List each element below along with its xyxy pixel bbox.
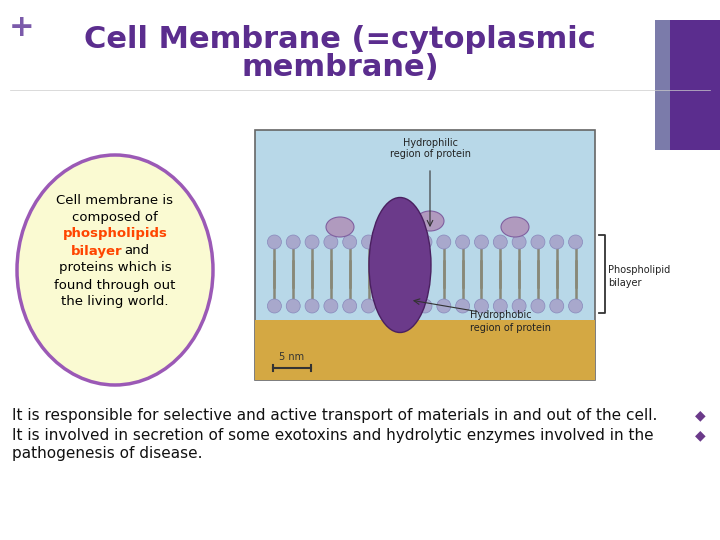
Circle shape — [493, 235, 508, 249]
Bar — [655, 20, 670, 150]
Circle shape — [343, 299, 356, 313]
Ellipse shape — [17, 155, 213, 385]
Ellipse shape — [326, 217, 354, 237]
Circle shape — [456, 299, 469, 313]
Ellipse shape — [501, 217, 529, 237]
Circle shape — [512, 235, 526, 249]
Circle shape — [550, 299, 564, 313]
Text: 5 nm: 5 nm — [279, 352, 305, 362]
Ellipse shape — [369, 198, 431, 333]
Text: membrane): membrane) — [241, 53, 438, 83]
Bar — [255, 130, 595, 380]
Text: Cell Membrane (=cytoplasmic: Cell Membrane (=cytoplasmic — [84, 25, 596, 55]
Circle shape — [287, 299, 300, 313]
Circle shape — [569, 235, 582, 249]
Circle shape — [512, 299, 526, 313]
Circle shape — [493, 299, 508, 313]
Circle shape — [456, 235, 469, 249]
Text: ◆: ◆ — [695, 428, 706, 442]
Circle shape — [380, 235, 395, 249]
Text: bilayer: bilayer — [71, 245, 123, 258]
Text: composed of: composed of — [72, 211, 158, 224]
Circle shape — [343, 235, 356, 249]
Circle shape — [531, 235, 545, 249]
Circle shape — [305, 235, 319, 249]
Text: Phospholipid: Phospholipid — [608, 265, 670, 275]
Circle shape — [569, 299, 582, 313]
Circle shape — [418, 235, 432, 249]
Text: and: and — [125, 245, 150, 258]
Bar — [670, 20, 720, 150]
Circle shape — [474, 299, 488, 313]
Text: +: + — [9, 14, 35, 43]
Circle shape — [550, 235, 564, 249]
Circle shape — [324, 235, 338, 249]
Circle shape — [361, 299, 376, 313]
Circle shape — [267, 299, 282, 313]
Circle shape — [287, 235, 300, 249]
Circle shape — [437, 299, 451, 313]
Circle shape — [474, 235, 488, 249]
Text: region of protein: region of protein — [470, 323, 551, 333]
Circle shape — [267, 235, 282, 249]
Ellipse shape — [416, 211, 444, 231]
Text: Hydrophobic: Hydrophobic — [470, 310, 531, 320]
Circle shape — [418, 299, 432, 313]
Text: ◆: ◆ — [695, 408, 706, 422]
Text: the living world.: the living world. — [61, 295, 168, 308]
Text: Cell membrane is: Cell membrane is — [56, 193, 174, 206]
Circle shape — [324, 299, 338, 313]
Text: Hydrophilic: Hydrophilic — [402, 138, 457, 148]
Circle shape — [305, 299, 319, 313]
Text: region of protein: region of protein — [390, 149, 470, 159]
Bar — [255, 320, 595, 380]
Circle shape — [437, 235, 451, 249]
Text: phospholipids: phospholipids — [63, 227, 168, 240]
Text: proteins which is: proteins which is — [59, 261, 171, 274]
Circle shape — [399, 235, 413, 249]
Text: bilayer: bilayer — [608, 278, 642, 288]
Circle shape — [361, 235, 376, 249]
Circle shape — [531, 299, 545, 313]
Text: It is responsible for selective and active transport of materials in and out of : It is responsible for selective and acti… — [12, 408, 657, 423]
Circle shape — [380, 299, 395, 313]
Text: pathogenesis of disease.: pathogenesis of disease. — [12, 446, 202, 461]
Text: It is involved in secretion of some exotoxins and hydrolytic enzymes involved in: It is involved in secretion of some exot… — [12, 428, 654, 443]
Text: found through out: found through out — [54, 279, 176, 292]
Circle shape — [399, 299, 413, 313]
